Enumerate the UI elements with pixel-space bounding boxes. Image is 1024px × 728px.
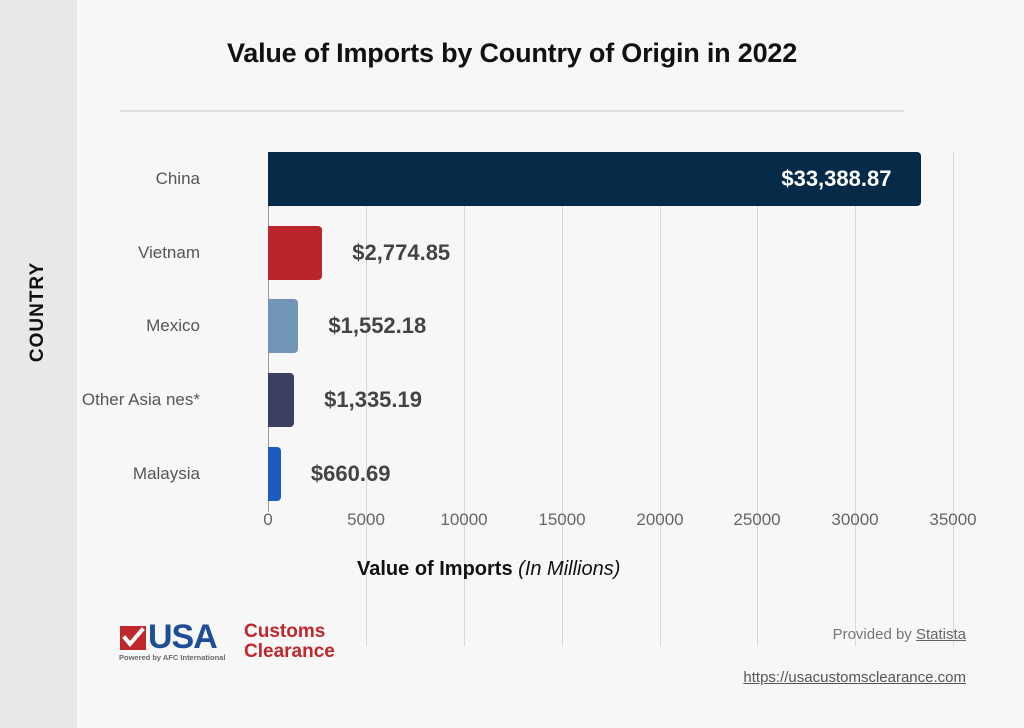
usa-customs-clearance-logo[interactable]: USA Powered by AFC International Customs… [118, 618, 348, 666]
x-axis-title-main: Value of Imports [357, 558, 513, 580]
value-label-vietnam: $2,774.85 [352, 240, 451, 265]
provided-prefix: Provided by [832, 626, 912, 643]
gridline-10000 [464, 152, 465, 646]
category-label-other-asia: Other Asia nes* [81, 390, 200, 409]
gridline-25000 [757, 152, 758, 646]
logo-brand-text: USA [148, 618, 218, 656]
gridline-30000 [855, 152, 856, 646]
value-label-mexico: $1,552.18 [328, 313, 427, 338]
x-tick-15000: 15000 [538, 510, 586, 529]
checkmark-icon [120, 626, 146, 650]
category-label-malaysia: Malaysia [132, 464, 200, 483]
logo-tagline: Powered by AFC International [119, 653, 226, 662]
x-tick-20000: 20000 [636, 510, 684, 529]
category-label-mexico: Mexico [146, 316, 200, 335]
x-tick-10000: 10000 [440, 510, 488, 529]
gridline-5000 [366, 152, 367, 646]
x-tick-30000: 30000 [831, 510, 879, 529]
x-tick-0: 0 [263, 510, 273, 529]
gridline-20000 [660, 152, 661, 646]
x-tick-35000: 35000 [929, 510, 977, 529]
bar-other-asia: $1,335.19 [268, 373, 422, 427]
left-side-strip [0, 0, 77, 728]
chart-title: Value of Imports by Country of Origin in… [0, 38, 1024, 69]
title-divider [120, 110, 904, 112]
bar-mexico: $1,552.18 [268, 299, 426, 353]
plot-area: $33,388.87 $2,774.85 $1,552.18 $1,335.19… [82, 140, 968, 646]
gridline-15000 [562, 152, 563, 646]
bar-malaysia: $660.69 [268, 447, 390, 501]
category-label-vietnam: Vietnam [137, 243, 200, 262]
x-axis-title: Value of Imports (In Millions) [357, 558, 620, 581]
logo-line2: Clearance [244, 641, 335, 662]
logo-line1: Customs [244, 621, 326, 642]
x-tick-25000: 25000 [733, 510, 781, 529]
gridline-35000 [953, 152, 954, 646]
statista-link[interactable]: Statista [915, 626, 966, 643]
x-tick-5000: 5000 [347, 510, 385, 529]
value-label-other-asia: $1,335.19 [324, 387, 422, 412]
chart-title-text: Value of Imports by Country of Origin in… [226, 38, 798, 68]
provided-by: Provided by Statista [833, 626, 966, 643]
x-axis-title-suffix: (In Millions) [518, 558, 621, 580]
value-label-china: $33,388.87 [781, 166, 892, 191]
y-axis-title: COUNTRY [27, 261, 48, 363]
value-label-malaysia: $660.69 [310, 461, 391, 486]
category-label-china: China [155, 169, 200, 188]
website-link[interactable]: https://usacustomsclearance.com [743, 669, 966, 686]
bar-vietnam: $2,774.85 [268, 226, 450, 280]
bar-china: $33,388.87 [268, 152, 922, 206]
